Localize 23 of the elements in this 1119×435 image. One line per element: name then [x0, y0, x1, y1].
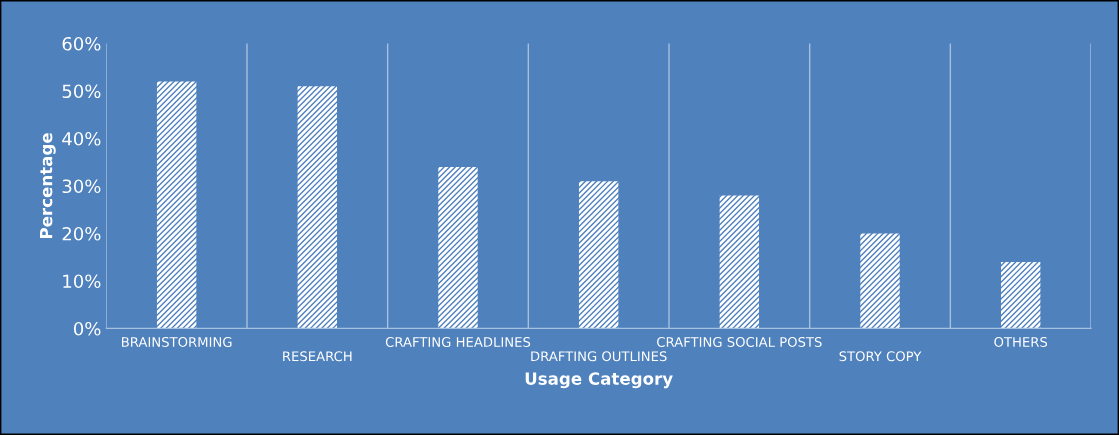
x-tick-label: CRAFTING HEADLINES: [385, 336, 531, 347]
x-tick-label: BRAINSTORMING: [122, 336, 232, 347]
bar: [860, 233, 900, 329]
bar: [438, 166, 478, 329]
y-tick-label: 50%: [62, 84, 101, 99]
x-axis-title: Usage Category: [525, 372, 673, 389]
y-tick-label: 30%: [62, 179, 101, 194]
y-tick-label: 10%: [63, 274, 101, 289]
x-tick-label: OTHERS: [994, 336, 1048, 347]
bar: [1000, 261, 1041, 329]
y-tick-label: 60%: [62, 36, 101, 51]
x-tick-label: DRAFTING OUTLINES: [531, 351, 667, 362]
bar: [719, 195, 760, 329]
x-tick-label: STORY COPY: [839, 351, 922, 362]
x-tick-label: CRAFTING SOCIAL POSTS: [657, 336, 822, 347]
bar: [578, 181, 619, 329]
bar: [156, 81, 197, 329]
bar: [297, 86, 338, 329]
x-tick-label: RESEARCH: [283, 351, 352, 362]
y-axis-title: Percentage: [40, 133, 56, 239]
y-tick-label: 40%: [62, 131, 101, 146]
y-tick-label: 0%: [73, 321, 101, 336]
y-tick-label: 20%: [62, 226, 101, 241]
